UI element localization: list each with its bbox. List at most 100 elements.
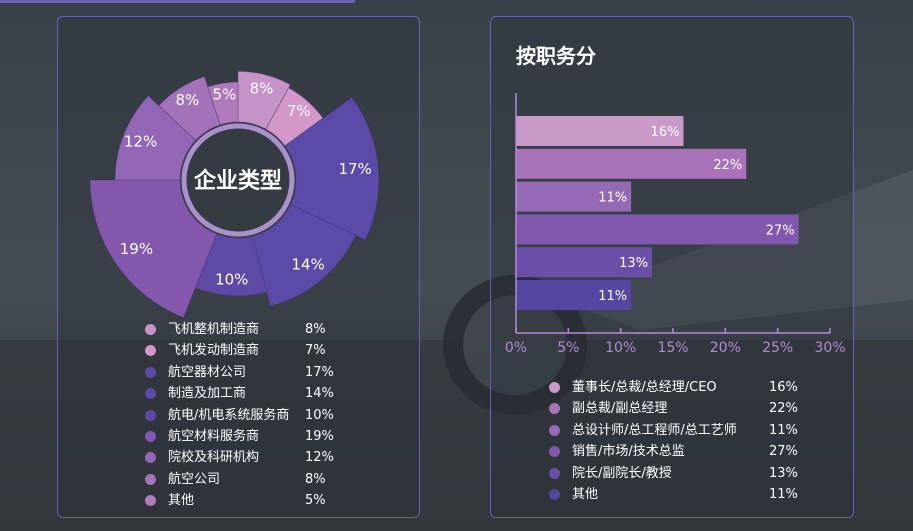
rose-slice-label: 7% [287, 102, 311, 120]
legend-dot-icon [549, 488, 560, 500]
rose-slice-label: 10% [215, 270, 248, 288]
bar-value-label: 22% [713, 158, 742, 173]
x-tick-label: 10% [605, 340, 636, 356]
rose-slice [251, 204, 357, 307]
legend-value: 14% [305, 386, 334, 402]
bar [516, 280, 632, 310]
legend-value: 27% [769, 444, 798, 460]
legend-dot-icon [549, 446, 560, 458]
legend-dot-icon [145, 388, 156, 400]
legend-label: 航空公司 [168, 471, 221, 487]
rose-slice-label: 12% [124, 132, 157, 150]
legend-item: 其他 5% [145, 490, 385, 511]
rose-slice [265, 87, 324, 147]
rose-center-label: 企业类型 [193, 168, 282, 194]
legend-label: 航空器材公司 [168, 364, 247, 380]
legend-label: 制造及加工商 [168, 386, 247, 402]
legend-label: 其他 [572, 486, 599, 502]
legend-item: 销售/市场/技术总监 27% [549, 441, 819, 462]
rose-slice [284, 96, 380, 241]
legend-item: 航电/机电系统服务商 10% [145, 405, 385, 426]
legend-value: 10% [305, 407, 334, 423]
legend-dot-icon [145, 345, 156, 357]
bar [516, 116, 684, 146]
legend-label: 董事长/总裁/总经理/CEO [572, 380, 717, 395]
donut-hole [187, 129, 289, 231]
rose-slice-label: 5% [213, 85, 237, 103]
rose-slice-label: 14% [291, 256, 324, 274]
legend-dot-icon [145, 473, 156, 485]
bar [516, 181, 632, 212]
legend-value: 11% [769, 422, 798, 438]
legend-value: 12% [305, 450, 334, 466]
position-legend: 董事长/总裁/总经理/CEO 16% 副总裁/副总经理 22% 总设计师/总工程师/总工… [549, 377, 819, 505]
legend-item: 航空公司 8% [145, 469, 385, 490]
legend-value: 19% [305, 428, 334, 444]
legend-item: 董事长/总裁/总经理/CEO 16% [549, 377, 819, 398]
donut-inner-ring [181, 123, 295, 237]
x-tick-label: 20% [710, 340, 741, 356]
enterprise-type-legend: 飞机整机制造商 8% 飞机发动制造商 7% 航空器材公司 17% 制造及加工商 14% 航电/机… [145, 319, 385, 512]
legend-value: 17% [305, 364, 334, 380]
legend-item: 航空材料服务商 19% [145, 426, 385, 447]
legend-label: 飞机发动制造商 [168, 343, 260, 359]
legend-dot-icon [549, 467, 560, 479]
bar [516, 148, 747, 179]
x-tick-label: 0% [505, 340, 527, 356]
rose-slice [114, 95, 197, 181]
legend-item: 总设计师/总工程师/总工艺师 11% [549, 420, 819, 441]
bar-chart-title: 按职务分 [516, 44, 596, 68]
rose-slice [158, 75, 221, 142]
legend-value: 11% [769, 486, 798, 502]
legend-value: 8% [305, 322, 326, 337]
rose-slice [194, 233, 268, 297]
legend-value: 7% [305, 343, 326, 359]
legend-dot-icon [145, 409, 156, 421]
legend-label: 副总裁/副总经理 [572, 401, 668, 417]
bar-value-label: 13% [619, 256, 648, 271]
legend-label: 飞机整机制造商 [168, 322, 260, 337]
bar-value-label: 11% [598, 289, 627, 304]
legend-label: 院校及科研机构 [168, 450, 260, 466]
legend-dot-icon [549, 403, 560, 415]
legend-dot-icon [145, 495, 156, 507]
bar [516, 214, 799, 245]
legend-label: 院长/副院长/教授 [572, 465, 672, 481]
legend-value: 22% [769, 401, 798, 417]
legend-dot-icon [549, 382, 560, 393]
legend-item: 飞机整机制造商 8% [145, 319, 385, 340]
legend-item: 院校及科研机构 12% [145, 447, 385, 468]
legend-item: 制造及加工商 14% [145, 383, 385, 404]
rose-slice-label: 19% [120, 240, 153, 258]
legend-item: 院长/副院长/教授 13% [549, 463, 819, 484]
legend-value: 16% [769, 380, 798, 395]
legend-item: 副总裁/副总经理 22% [549, 398, 819, 419]
legend-value: 13% [769, 465, 798, 481]
legend-label: 其他 [168, 493, 195, 509]
legend-item: 其他 11% [549, 484, 819, 505]
rose-slice-label: 17% [338, 160, 371, 178]
bar [516, 247, 653, 278]
x-tick-label: 25% [762, 340, 793, 356]
legend-label: 航电/机电系统服务商 [168, 407, 290, 423]
legend-dot-icon [549, 424, 560, 436]
legend-label: 总设计师/总工程师/总工艺师 [572, 422, 737, 438]
legend-dot-icon [145, 430, 156, 442]
legend-dot-icon [145, 324, 156, 335]
legend-value: 5% [305, 493, 326, 509]
legend-label: 航空材料服务商 [168, 428, 260, 444]
x-tick-label: 30% [814, 340, 845, 356]
rose-slice [207, 81, 239, 126]
legend-value: 8% [305, 471, 326, 487]
rose-slice [89, 179, 218, 319]
bar-value-label: 11% [598, 191, 627, 206]
x-tick-label: 15% [657, 340, 688, 356]
legend-label: 销售/市场/技术总监 [572, 444, 685, 460]
bar-value-label: 27% [766, 223, 795, 238]
legend-item: 飞机发动制造商 7% [145, 340, 385, 361]
legend-dot-icon [145, 452, 156, 464]
rose-slice [237, 70, 292, 130]
legend-dot-icon [145, 366, 156, 378]
